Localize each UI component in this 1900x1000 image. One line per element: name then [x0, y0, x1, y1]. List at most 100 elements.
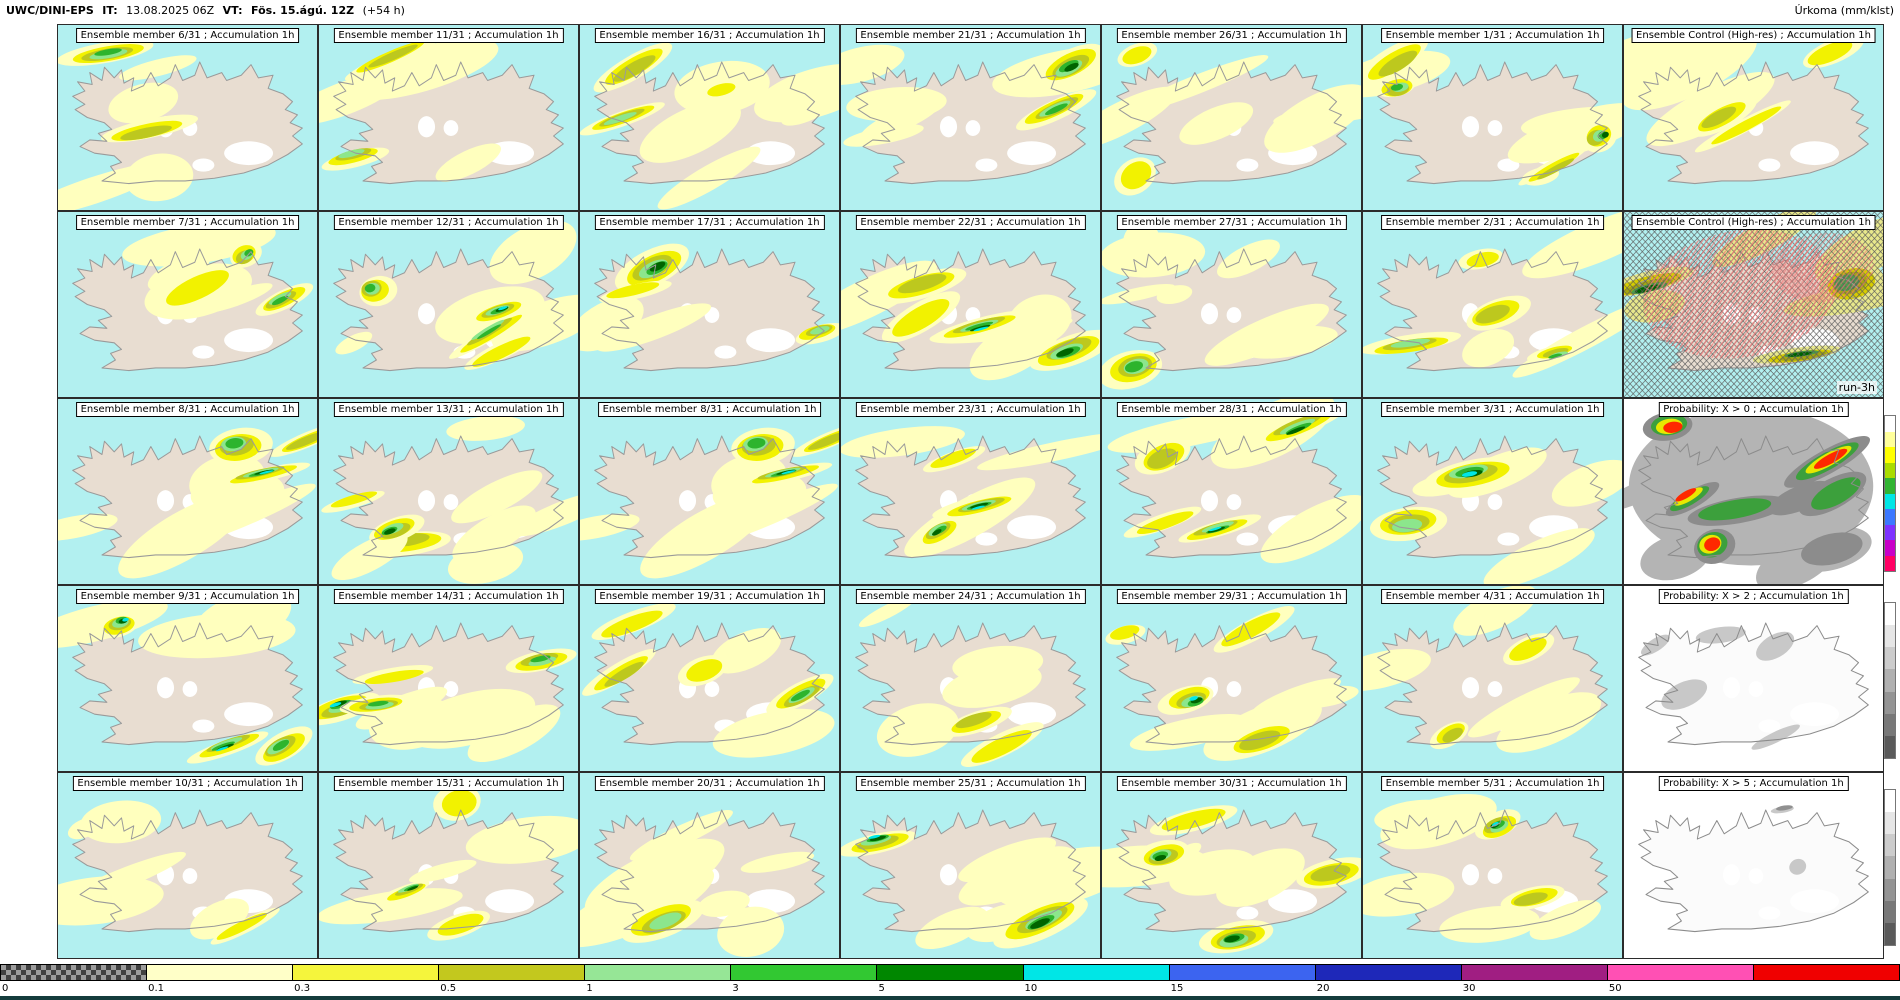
forecast-panel-28: Probability: X > 2 ; Accumulation 1h	[1623, 585, 1896, 772]
iceland-map	[1102, 25, 1361, 210]
panel-title: Probability: X > 2 ; Accumulation 1h	[1658, 589, 1849, 604]
panel-title: Ensemble member 17/31 ; Accumulation 1h	[594, 215, 825, 230]
forecast-panel-1: Ensemble member 6/31 ; Accumulation 1h	[57, 24, 318, 211]
panel-title: Ensemble member 21/31 ; Accumulation 1h	[855, 28, 1086, 43]
forecast-panel-35: Probability: X > 5 ; Accumulation 1h	[1623, 772, 1896, 959]
iceland-map	[580, 773, 839, 958]
init-time-label: IT:	[102, 3, 118, 17]
iceland-map	[580, 212, 839, 397]
legend-label: 1	[586, 983, 593, 994]
legend-label: 50	[1608, 983, 1622, 994]
forecast-panel-8: Ensemble member 7/31 ; Accumulation 1h	[57, 211, 318, 398]
panel-title: Ensemble member 3/31 ; Accumulation 1h	[1380, 402, 1605, 417]
valid-time-label: VT:	[222, 3, 243, 17]
forecast-panel-16: Ensemble member 13/31 ; Accumulation 1h	[318, 398, 579, 585]
header: UWC/DINI-EPS IT: 13.08.2025 06Z VT: Fös.…	[0, 0, 1900, 20]
iceland-map	[1624, 212, 1883, 397]
iceland-map	[1363, 586, 1622, 771]
bottom-bar	[0, 996, 1900, 1000]
forecast-panel-33: Ensemble member 30/31 ; Accumulation 1h	[1101, 772, 1362, 959]
forecast-panel-3: Ensemble member 16/31 ; Accumulation 1h	[579, 24, 840, 211]
legend-cell	[1753, 965, 1900, 980]
legend-cell: 15	[1169, 965, 1316, 994]
legend-cell: 50	[1607, 965, 1754, 994]
panel-grid: Ensemble member 6/31 ; Accumulation 1h En…	[57, 24, 1896, 959]
panel-title: Ensemble member 7/31 ; Accumulation 1h	[75, 215, 300, 230]
panel-title: Ensemble member 13/31 ; Accumulation 1h	[333, 402, 564, 417]
legend-label: 3	[732, 983, 739, 994]
iceland-map	[1624, 25, 1883, 210]
legend-cell: 0.3	[293, 965, 440, 994]
iceland-map	[58, 773, 317, 958]
forecast-panel-15: Ensemble member 8/31 ; Accumulation 1h	[57, 398, 318, 585]
probability-colorbar	[1884, 789, 1896, 946]
legend-cell: 1	[585, 965, 732, 994]
forecast-panel-26: Ensemble member 29/31 ; Accumulation 1h	[1101, 585, 1362, 772]
forecast-panel-29: Ensemble member 10/31 ; Accumulation 1h	[57, 772, 318, 959]
panel-title: Ensemble member 28/31 ; Accumulation 1h	[1116, 402, 1347, 417]
forecast-panel-6: Ensemble member 1/31 ; Accumulation 1h	[1362, 24, 1623, 211]
panel-title: Ensemble member 14/31 ; Accumulation 1h	[333, 589, 564, 604]
forecast-panel-32: Ensemble member 25/31 ; Accumulation 1h	[840, 772, 1101, 959]
iceland-map	[319, 399, 578, 584]
legend-label: 15	[1170, 983, 1184, 994]
lead-time: (+54 h)	[362, 3, 405, 17]
forecast-panel-10: Ensemble member 17/31 ; Accumulation 1h	[579, 211, 840, 398]
iceland-map	[1624, 586, 1883, 771]
iceland-map	[841, 25, 1100, 210]
panel-title: Ensemble member 15/31 ; Accumulation 1h	[333, 776, 564, 791]
legend-label: 10	[1024, 983, 1038, 994]
parameter-label: Úrkoma (mm/klst)	[1794, 3, 1894, 17]
forecast-panel-30: Ensemble member 15/31 ; Accumulation 1h	[318, 772, 579, 959]
panel-title: Ensemble Control (High-res) ; Accumulati…	[1631, 28, 1876, 43]
legend-bar: 0 0.1 0.3 0.5 1 3 5 10 15 20 30 50	[0, 964, 1900, 994]
forecast-panel-14: Ensemble Control (High-res) ; Accumulati…	[1623, 211, 1884, 398]
iceland-map	[1363, 399, 1622, 584]
panel-title: Ensemble member 11/31 ; Accumulation 1h	[333, 28, 564, 43]
legend-cell: 3	[731, 965, 878, 994]
iceland-map	[319, 773, 578, 958]
panel-title: Ensemble member 5/31 ; Accumulation 1h	[1380, 776, 1605, 791]
iceland-map	[1363, 212, 1622, 397]
panel-title: Ensemble member 12/31 ; Accumulation 1h	[333, 215, 564, 230]
iceland-map	[319, 212, 578, 397]
forecast-panel-4: Ensemble member 21/31 ; Accumulation 1h	[840, 24, 1101, 211]
panel-title: Ensemble member 9/31 ; Accumulation 1h	[75, 589, 300, 604]
panel-title: Probability: X > 5 ; Accumulation 1h	[1658, 776, 1849, 791]
iceland-map	[58, 212, 317, 397]
panel-title: Ensemble member 8/31 ; Accumulation 1h	[597, 402, 822, 417]
iceland-map	[58, 25, 317, 210]
probability-colorbar	[1884, 602, 1896, 759]
panel-title: Probability: X > 0 ; Accumulation 1h	[1658, 402, 1849, 417]
iceland-map	[841, 773, 1100, 958]
panel-title: Ensemble member 23/31 ; Accumulation 1h	[855, 402, 1086, 417]
iceland-map	[1102, 212, 1361, 397]
forecast-panel-22: Ensemble member 9/31 ; Accumulation 1h	[57, 585, 318, 772]
panel-title: Ensemble member 16/31 ; Accumulation 1h	[594, 28, 825, 43]
header-run-info: UWC/DINI-EPS IT: 13.08.2025 06Z VT: Fös.…	[6, 4, 410, 17]
legend-label: 20	[1316, 983, 1330, 994]
iceland-map	[580, 586, 839, 771]
forecast-panel-24: Ensemble member 19/31 ; Accumulation 1h	[579, 585, 840, 772]
iceland-map	[1363, 773, 1622, 958]
legend-cell: 0.5	[439, 965, 586, 994]
forecast-panel-23: Ensemble member 14/31 ; Accumulation 1h	[318, 585, 579, 772]
legend-label: 0.3	[294, 983, 311, 994]
forecast-panel-21: Probability: X > 0 ; Accumulation 1h	[1623, 398, 1896, 585]
forecast-panel-2: Ensemble member 11/31 ; Accumulation 1h	[318, 24, 579, 211]
forecast-panel-25: Ensemble member 24/31 ; Accumulation 1h	[840, 585, 1101, 772]
init-time-value: 13.08.2025 06Z	[126, 3, 215, 17]
legend-cell: 30	[1461, 965, 1608, 994]
panel-title: Ensemble member 10/31 ; Accumulation 1h	[72, 776, 303, 791]
panel-title: Ensemble member 30/31 ; Accumulation 1h	[1116, 776, 1347, 791]
iceland-map	[1363, 25, 1622, 210]
forecast-panel-19: Ensemble member 28/31 ; Accumulation 1h	[1101, 398, 1362, 585]
legend-label: 0	[2, 983, 9, 994]
forecast-panel-27: Ensemble member 4/31 ; Accumulation 1h	[1362, 585, 1623, 772]
panel-title: Ensemble member 27/31 ; Accumulation 1h	[1116, 215, 1347, 230]
legend-cell: 0.1	[147, 965, 294, 994]
valid-time-value: Fös. 15.ágú. 12Z	[251, 3, 355, 17]
panel-title: Ensemble member 4/31 ; Accumulation 1h	[1380, 589, 1605, 604]
iceland-map	[319, 586, 578, 771]
iceland-map	[1624, 399, 1883, 584]
